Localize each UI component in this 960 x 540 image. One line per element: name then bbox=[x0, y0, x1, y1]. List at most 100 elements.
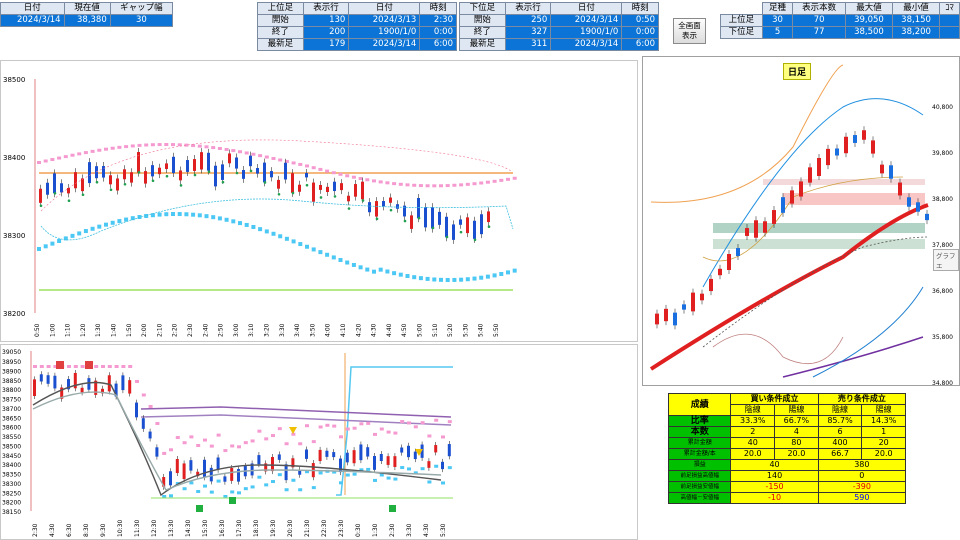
candle-body bbox=[396, 204, 399, 209]
cyan-band-mark bbox=[345, 473, 350, 477]
pink-band-mark bbox=[358, 177, 363, 181]
pink-band-mark bbox=[121, 365, 126, 368]
lower-start-row[interactable]: 250 bbox=[504, 14, 552, 27]
cyan-band-mark bbox=[338, 258, 343, 263]
x-tick-label: 5:20 bbox=[447, 323, 454, 337]
lower-latest-row: 311 bbox=[504, 38, 552, 51]
pink-band-mark bbox=[80, 365, 85, 368]
candle-body bbox=[250, 463, 254, 476]
x-tick-label: 2:30 bbox=[389, 523, 396, 537]
candle-body bbox=[319, 184, 322, 190]
lower-timeframe-chart[interactable]: 39050 38950 38900 38850 38800 38750 38700 38650… bbox=[0, 344, 638, 540]
cyan-band-mark bbox=[359, 468, 364, 472]
pink-band-mark bbox=[224, 147, 229, 151]
cyan-band-mark bbox=[398, 272, 403, 277]
candle-body bbox=[333, 181, 336, 192]
candle-body bbox=[203, 459, 206, 478]
upper-end-time: 0:00 bbox=[419, 26, 457, 39]
dashed-lower-line bbox=[40, 198, 514, 241]
pink-band-mark bbox=[405, 183, 410, 187]
lower-start-label: 開始 bbox=[459, 14, 506, 27]
pink-band-mark bbox=[243, 441, 248, 445]
cyan-band-mark bbox=[257, 475, 262, 479]
cyan-band-mark bbox=[184, 212, 189, 217]
fullscreen-button[interactable]: 全画面 表示 bbox=[673, 18, 706, 44]
cyan-band-mark bbox=[231, 219, 236, 224]
cyan-band-mark bbox=[130, 216, 135, 221]
candle-body bbox=[263, 162, 266, 183]
candle-body bbox=[808, 167, 812, 183]
y-tick-label: 38700 bbox=[2, 406, 21, 413]
candle-body bbox=[754, 220, 758, 238]
x-tick-label: 2:20 bbox=[172, 323, 179, 337]
performance-stats-table: 成績 買い条件成立 売り条件成立 陰線 陽線 陰線 陽線 比率 33.3% 66… bbox=[667, 393, 907, 504]
lower-end-label: 終了 bbox=[459, 26, 506, 39]
candle-body bbox=[359, 444, 363, 461]
orange-line bbox=[650, 64, 844, 203]
x-tick-label: 19:30 bbox=[270, 520, 277, 537]
x-tick-label: 1:00 bbox=[49, 323, 56, 337]
candle-body bbox=[898, 182, 902, 196]
lower-time-head: 時刻 bbox=[621, 2, 659, 15]
gap-width-label: ギャップ幅 bbox=[109, 2, 174, 15]
x-tick-label: 2:30 bbox=[32, 523, 39, 537]
x-tick-label: 18:30 bbox=[253, 520, 260, 537]
lower-end-row[interactable]: 327 bbox=[504, 26, 552, 39]
blue-line bbox=[812, 286, 924, 378]
candle-body bbox=[249, 155, 252, 167]
y-tick-label: 40,800 bbox=[932, 104, 953, 111]
candle-body bbox=[386, 456, 390, 465]
candle-body bbox=[745, 228, 749, 236]
pink-band-mark bbox=[257, 429, 262, 433]
ma-dot bbox=[347, 207, 351, 210]
cyan-band-mark bbox=[492, 273, 497, 278]
x-tick-label: 2:00 bbox=[141, 323, 148, 337]
candle-body bbox=[182, 463, 186, 480]
dashed-band-line bbox=[40, 139, 512, 212]
pink-band-mark bbox=[372, 179, 376, 183]
y-tick-label: 38550 bbox=[2, 434, 21, 441]
cyan-band-mark bbox=[412, 275, 417, 280]
pink-band-mark bbox=[485, 180, 490, 184]
y-tick-label: 38650 bbox=[2, 415, 21, 422]
y-tick-label: 38,800 bbox=[932, 196, 953, 203]
pink-band-mark bbox=[250, 439, 255, 443]
upper-start-row[interactable]: 130 bbox=[302, 14, 350, 27]
pink-band-mark bbox=[251, 152, 256, 156]
candle-body bbox=[318, 449, 322, 462]
candle-body bbox=[345, 452, 349, 463]
pink-band-mark bbox=[184, 143, 189, 147]
candle-body bbox=[361, 181, 364, 200]
candle-body bbox=[325, 450, 329, 457]
pink-band-mark bbox=[46, 365, 51, 368]
pink-band-mark bbox=[291, 432, 296, 436]
x-tick-label: 10:30 bbox=[117, 520, 124, 537]
cumulative-v0: 40 bbox=[730, 437, 776, 449]
candle-body bbox=[60, 387, 64, 399]
lower-dashed-line bbox=[702, 236, 929, 348]
candle-body bbox=[862, 130, 866, 140]
upper-end-date: 1900/1/0 bbox=[348, 26, 421, 39]
cyan-band-mark bbox=[264, 229, 269, 234]
cyan-band-mark bbox=[318, 250, 323, 255]
cyan-band-mark bbox=[413, 471, 418, 475]
candle-body bbox=[375, 201, 378, 217]
cyan-band-mark bbox=[83, 229, 88, 234]
daily-chart[interactable]: 40,800 39,800 38,800 37,800 36,800 35,800 34,8… bbox=[642, 56, 960, 386]
upper-timeframe-chart[interactable]: 38500 38400 38300 38200 0:50 1:00 1:10 1:20 1:30… bbox=[0, 60, 638, 342]
candle-body bbox=[53, 375, 57, 389]
candle-body bbox=[256, 168, 259, 174]
daily-chart-canvas: 40,800 39,800 38,800 37,800 36,800 35,800 34,8… bbox=[649, 64, 953, 385]
candle-body bbox=[214, 165, 217, 187]
ma-dot bbox=[333, 195, 337, 198]
pink-band-mark bbox=[230, 444, 235, 448]
x-tick-label: 21:30 bbox=[304, 520, 311, 537]
candle-body bbox=[94, 380, 98, 395]
pink-band-mark bbox=[196, 444, 201, 448]
upper-end-row[interactable]: 200 bbox=[302, 26, 350, 39]
candle-body bbox=[200, 152, 203, 170]
candle-body bbox=[673, 312, 677, 326]
x-tick-label: 0:50 bbox=[34, 323, 41, 337]
pink-band-mark bbox=[197, 144, 202, 148]
y-tick-label: 39,800 bbox=[932, 150, 953, 157]
